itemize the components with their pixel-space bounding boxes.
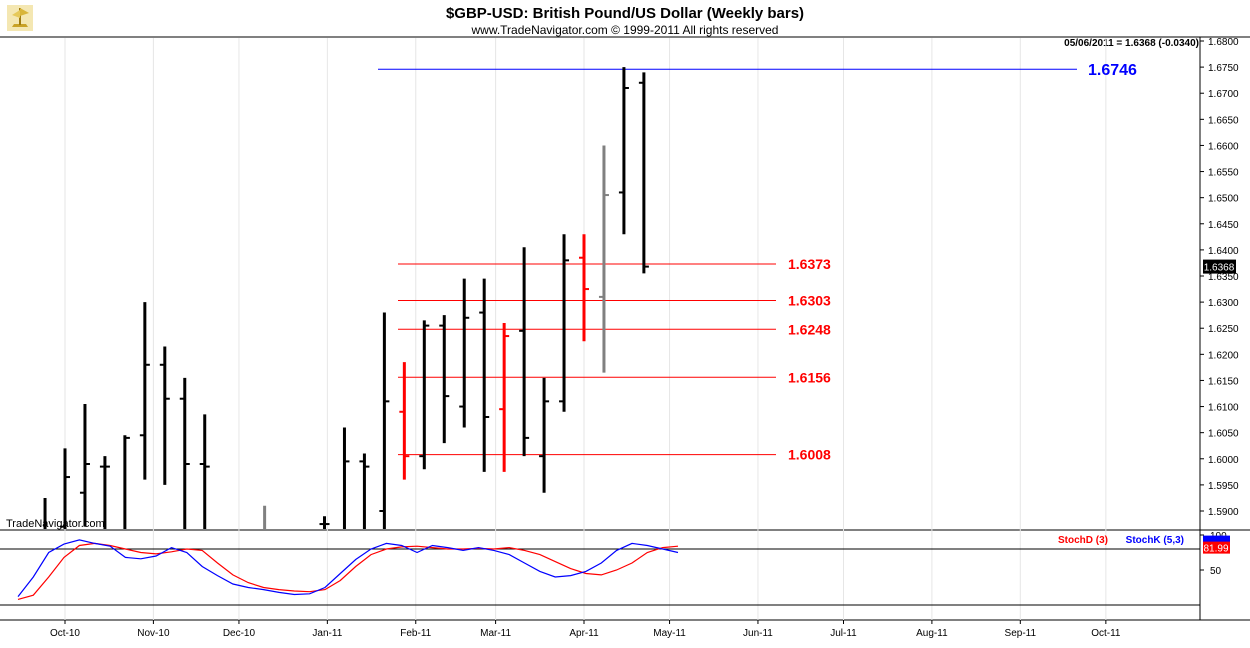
- price-tick-label: 1.6400: [1208, 246, 1239, 257]
- stoch-k-badge: [1203, 535, 1230, 546]
- stochastic-panel: 10050StochD (3)StochK (5,3)81.99: [0, 531, 1230, 606]
- stoch-lines: [17, 539, 679, 600]
- date-tick-label: Dec-10: [223, 628, 256, 639]
- price-bar: [139, 302, 150, 480]
- price-tick-label: 1.6300: [1208, 298, 1239, 309]
- stoch-series-line: [17, 542, 679, 600]
- level-label: 1.6746: [1088, 62, 1137, 79]
- price-tick-label: 1.6700: [1208, 89, 1239, 100]
- price-tick-label: 1.6450: [1208, 220, 1239, 231]
- price-bar: [499, 323, 510, 472]
- trade-navigator-logo-icon: [7, 5, 33, 31]
- date-tick-label: Aug-11: [916, 628, 948, 639]
- price-bar: [559, 234, 570, 412]
- date-tick-label: Feb-11: [400, 628, 431, 639]
- chart-subtitle: www.TradeNavigator.com © 1999-2011 All r…: [471, 23, 779, 37]
- last-price-info: 05/06/2011 = 1.6368 (-0.0340): [1064, 38, 1199, 49]
- price-bar: [79, 403, 90, 527]
- price-tick-label: 1.6600: [1208, 141, 1239, 152]
- price-tick-label: 1.6050: [1208, 429, 1239, 440]
- date-tick-label: Jun-11: [743, 628, 773, 639]
- price-levels: 1.6746 1.6373 1.6303 1.6248 1.6156 1.6008: [378, 62, 1137, 463]
- last-price-label: 1.6368: [1204, 263, 1235, 274]
- price-bar: [159, 346, 170, 485]
- date-axis: Oct-10 Nov-10 Dec-10 Jan-11 Feb-11 Mar-11 Apr-…: [50, 620, 1121, 639]
- price-tick-label: 1.5950: [1208, 481, 1239, 492]
- price-tick-label: 1.6250: [1208, 324, 1239, 335]
- price-bar: [459, 278, 470, 428]
- price-tick-label: 1.6150: [1208, 376, 1239, 387]
- price-bar: [579, 234, 589, 342]
- price-bar: [319, 516, 330, 529]
- price-tick-label: 1.6500: [1208, 194, 1239, 205]
- date-tick-label: Sep-11: [1005, 628, 1037, 639]
- price-bar: [263, 505, 267, 529]
- price-tick-label: 1.6350: [1208, 272, 1239, 283]
- price-bar: [539, 377, 550, 493]
- stoch-d-badge: [1203, 541, 1230, 554]
- price-tick-label: 1.6750: [1208, 63, 1239, 74]
- price-bar: [419, 320, 430, 470]
- price-bar: [60, 448, 70, 529]
- stoch-series-line: [17, 539, 679, 597]
- price-bar: [123, 435, 130, 529]
- price-bar: [179, 377, 190, 529]
- date-tick-label: Apr-11: [569, 628, 599, 639]
- date-tick-label: Nov-10: [137, 628, 170, 639]
- price-bar: [379, 312, 390, 529]
- date-tick-label: May-11: [653, 628, 686, 639]
- level-label: 1.6373: [788, 256, 831, 272]
- stoch-k-legend: StochK (5,3): [1126, 535, 1184, 546]
- price-tick-label: 1.6550: [1208, 168, 1239, 179]
- level-label: 1.6248: [788, 321, 831, 337]
- date-tick-label: Jul-11: [830, 628, 857, 639]
- date-tick-label: Mar-11: [480, 628, 511, 639]
- date-tick-label: Jan-11: [312, 628, 342, 639]
- chart-title: $GBP-USD: British Pound/US Dollar (Weekl…: [446, 5, 804, 22]
- price-bar: [359, 453, 370, 529]
- price-bar: [439, 315, 450, 444]
- date-tick-label: Oct-11: [1091, 628, 1121, 639]
- price-bar: [479, 278, 490, 472]
- level-label: 1.6008: [788, 447, 831, 463]
- stoch-d-legend: StochD (3): [1058, 535, 1108, 546]
- last-price-badge: 1.6368: [1203, 259, 1236, 274]
- date-tick-label: Oct-10: [50, 628, 80, 639]
- price-bars: [43, 67, 649, 529]
- price-bar: [399, 362, 410, 480]
- price-tick-label: 1.6000: [1208, 455, 1239, 466]
- price-bar: [43, 497, 47, 529]
- price-tick-label: 1.6800: [1208, 37, 1239, 48]
- price-axis: 1.5900 1.5950 1.6000 1.6050 1.6100 1.6150 1.62…: [1200, 37, 1239, 518]
- price-bar: [342, 427, 350, 529]
- level-label: 1.6303: [788, 293, 831, 309]
- level-label: 1.6156: [788, 369, 831, 385]
- price-bar: [199, 414, 210, 529]
- price-bar: [519, 247, 530, 457]
- price-tick-label: 1.6650: [1208, 115, 1239, 126]
- price-bar: [598, 145, 609, 373]
- price-tick-label: 1.6200: [1208, 350, 1239, 361]
- stoch-d-value: 81.99: [1203, 544, 1228, 555]
- price-bar: [618, 67, 629, 235]
- price-bar: [99, 456, 110, 529]
- price-bar: [638, 72, 649, 274]
- watermark: TradeNavigator.com: [6, 518, 105, 530]
- stoch-tick-label: 50: [1210, 566, 1222, 577]
- price-tick-label: 1.5900: [1208, 507, 1239, 518]
- price-tick-label: 1.6100: [1208, 403, 1239, 414]
